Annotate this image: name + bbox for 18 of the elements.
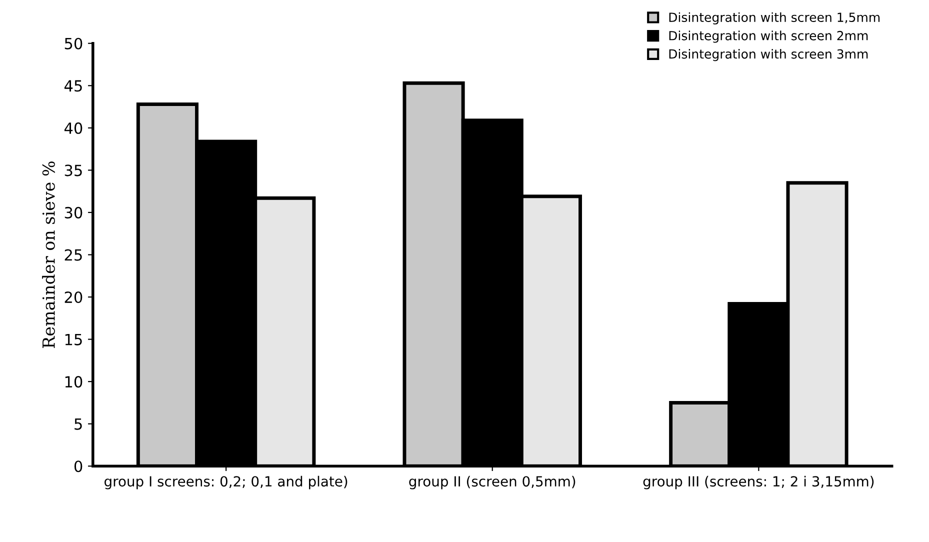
y-tick-label: 30 [64, 206, 82, 218]
y-tick-label: 5 [74, 418, 82, 430]
y-tick-label: 25 [64, 249, 82, 261]
y-tick-label: 40 [64, 122, 82, 134]
legend-label: Disintegration with screen 1,5mm [669, 12, 880, 24]
y-tick-label: 20 [64, 291, 82, 304]
y-tick-label: 35 [64, 164, 82, 176]
x-tick-label: group III (screens: 1; 2 i 3,15mm) [643, 476, 874, 490]
legend-label: Disintegration with screen 2mm [669, 30, 868, 43]
y-tick-label: 10 [65, 376, 82, 388]
y-tick-label: 15 [65, 334, 82, 346]
y-tick-label: 0 [74, 460, 82, 472]
y-axis-title: Remainder on sieve % [42, 162, 55, 348]
x-tick-label: group II (screen 0,5mm) [409, 476, 576, 490]
y-tick-label: 45 [64, 80, 82, 92]
y-tick-label: 50 [64, 38, 82, 50]
legend-label: Disintegration with screen 3mm [669, 49, 868, 62]
x-tick-label: group I screens: 0,2; 0,1 and plate) [104, 476, 348, 490]
